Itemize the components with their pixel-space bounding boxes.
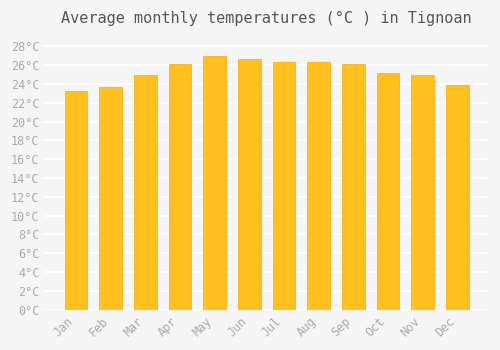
Bar [168, 64, 192, 310]
Bar [272, 62, 295, 310]
Bar [308, 62, 330, 310]
Bar [204, 56, 226, 310]
Bar [377, 73, 400, 310]
Bar [238, 59, 260, 310]
Bar [342, 64, 364, 310]
Bar [100, 87, 122, 310]
Bar [446, 85, 468, 310]
Bar [412, 75, 434, 310]
Title: Average monthly temperatures (°C ) in Tignoan: Average monthly temperatures (°C ) in Ti… [62, 11, 472, 26]
Bar [134, 75, 156, 310]
Bar [64, 91, 87, 310]
